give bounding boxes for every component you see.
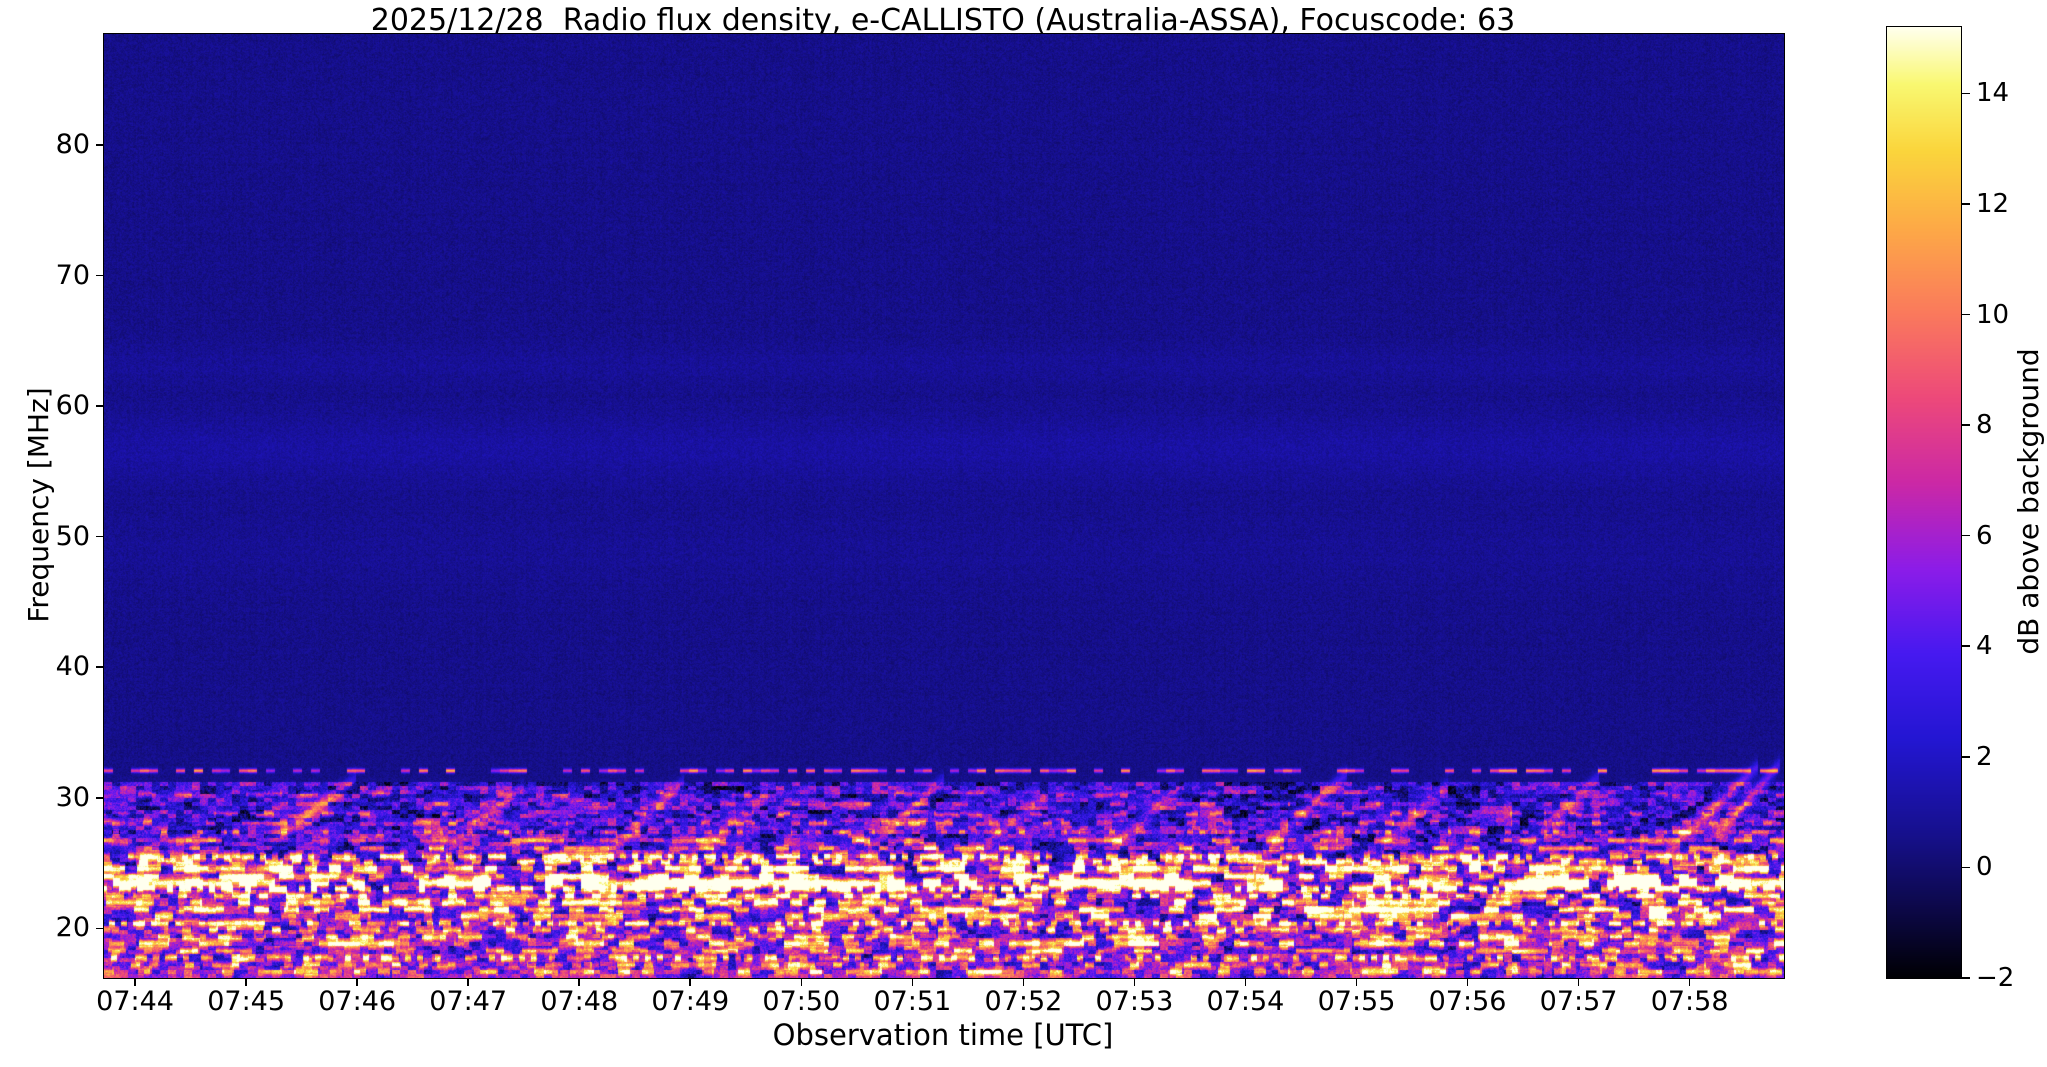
y-tick-mark xyxy=(96,405,103,407)
colorbar-tick-mark xyxy=(1962,313,1970,316)
x-tick-mark xyxy=(467,979,469,986)
x-tick-label: 07:51 xyxy=(873,986,952,1017)
y-axis-label: Frequency [MHz] xyxy=(22,387,55,623)
x-tick-label: 07:52 xyxy=(984,986,1063,1017)
colorbar-tick-label: 10 xyxy=(1976,299,2010,330)
y-tick-mark xyxy=(96,274,103,277)
colorbar-tick-mark xyxy=(1962,92,1970,95)
colorbar-tick-mark xyxy=(1962,203,1970,205)
x-tick-label: 07:48 xyxy=(540,986,619,1017)
colorbar-tick-label: 6 xyxy=(1976,520,1993,551)
x-axis-label: Observation time [UTC] xyxy=(772,1018,1114,1052)
x-tick-label: 07:55 xyxy=(1317,986,1396,1017)
colorbar-tick-label: −2 xyxy=(1976,963,2015,993)
y-tick-mark xyxy=(96,797,103,799)
colorbar-tick-mark xyxy=(1962,866,1970,869)
y-tick-label: 80 xyxy=(55,128,90,160)
y-tick-mark xyxy=(96,535,103,538)
colorbar-gradient xyxy=(1887,27,1961,978)
colorbar-label: dB above background xyxy=(2012,348,2045,655)
x-tick-mark xyxy=(1022,979,1025,986)
colorbar-tick-label: 0 xyxy=(1976,852,1993,883)
spectrogram-heatmap xyxy=(104,34,1784,978)
x-tick-label: 07:58 xyxy=(1650,986,1729,1017)
colorbar-tick-label: 14 xyxy=(1976,78,2010,109)
y-tick-mark xyxy=(96,666,103,669)
x-tick-mark xyxy=(800,979,803,986)
page-title: 2025/12/28 Radio flux density, e-CALLIST… xyxy=(370,3,1516,38)
colorbar-tick-label: 4 xyxy=(1976,631,1993,662)
x-tick-label: 07:53 xyxy=(1095,986,1174,1017)
colorbar-tick-label: 8 xyxy=(1976,410,1993,441)
colorbar-tick-mark xyxy=(1962,756,1970,758)
colorbar-tick-mark xyxy=(1962,534,1970,537)
colorbar-tick-mark xyxy=(1962,424,1970,426)
x-tick-mark xyxy=(356,979,358,986)
x-tick-label: 07:57 xyxy=(1539,986,1618,1017)
x-tick-label: 07:44 xyxy=(96,986,174,1017)
x-tick-label: 07:49 xyxy=(651,986,730,1017)
x-tick-label: 07:50 xyxy=(762,986,841,1017)
y-tick-label: 40 xyxy=(55,651,90,683)
colorbar-tick-label: 12 xyxy=(1976,188,2010,219)
y-tick-label: 70 xyxy=(55,259,90,291)
x-tick-mark xyxy=(578,979,581,986)
colorbar-tick-mark xyxy=(1962,977,1970,979)
x-tick-mark xyxy=(1688,979,1691,986)
y-tick-label: 60 xyxy=(55,390,90,422)
y-tick-label: 30 xyxy=(55,781,90,813)
x-tick-label: 07:46 xyxy=(318,986,397,1017)
x-tick-mark xyxy=(1577,979,1580,986)
x-tick-label: 07:56 xyxy=(1428,986,1507,1017)
x-tick-label: 07:47 xyxy=(429,986,508,1017)
x-tick-mark xyxy=(1466,979,1469,986)
colorbar-tick-mark xyxy=(1962,645,1970,648)
colorbar-tick-label: 2 xyxy=(1976,741,1993,772)
x-tick-mark xyxy=(245,979,247,986)
x-tick-mark xyxy=(689,979,692,986)
y-tick-mark xyxy=(96,927,103,930)
x-tick-mark xyxy=(1355,979,1358,986)
y-tick-label: 20 xyxy=(55,912,90,944)
colorbar-axes xyxy=(1886,26,1962,979)
x-tick-mark xyxy=(134,979,136,986)
x-tick-mark xyxy=(1133,979,1136,986)
x-tick-mark xyxy=(1244,979,1247,986)
y-tick-mark xyxy=(96,144,103,146)
x-tick-label: 07:45 xyxy=(207,986,286,1017)
x-tick-mark xyxy=(911,979,914,986)
spectrogram-axes xyxy=(103,33,1785,979)
x-tick-label: 07:54 xyxy=(1206,986,1285,1017)
y-tick-label: 50 xyxy=(55,520,90,552)
